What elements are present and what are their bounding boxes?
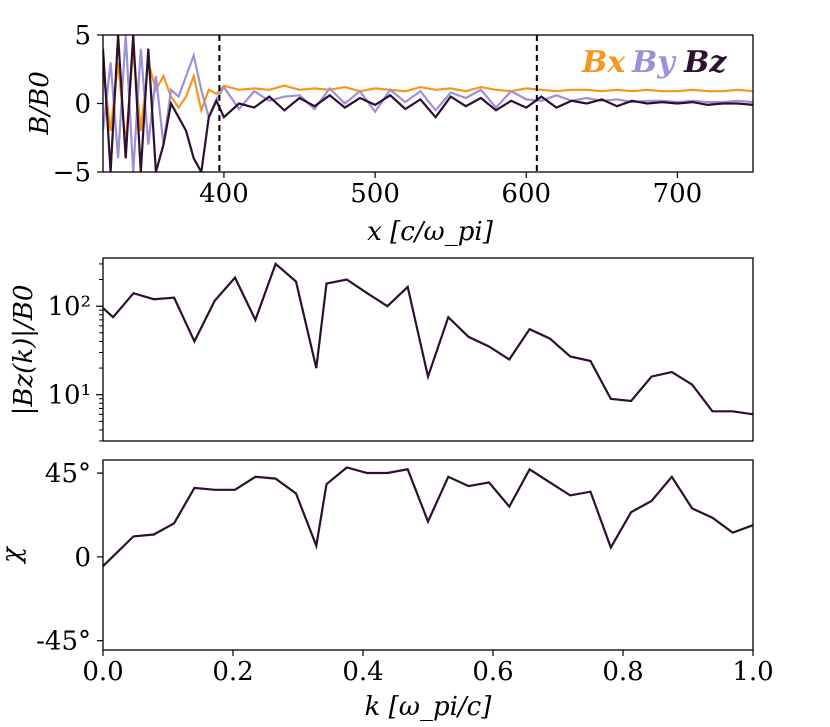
legend-entry-bx: Bx	[581, 45, 626, 80]
panel-3-plot-area	[102, 466, 754, 567]
panel-3-frame	[102, 459, 754, 651]
y-tick-label--45: -45°	[36, 627, 91, 657]
panel-1-x-axis-label: x [c/ω_pi]	[367, 217, 494, 247]
x-tick-label-500: 500	[350, 179, 400, 209]
x-tick-label-1.0: 1.0	[732, 657, 773, 687]
y-tick-label-0: 0	[74, 90, 91, 120]
x-tick-label-0.8: 0.8	[602, 657, 643, 687]
panel-polarization: 0.0 0.2 0.4 0.6 0.8 1.0 45° 0 -45° χ k [ω_pi/c]	[0, 459, 774, 722]
legend-entry-by: By	[631, 45, 677, 80]
panel-3-y-axis-label: χ	[0, 545, 27, 565]
x-tick-label-0.2: 0.2	[212, 657, 253, 687]
y-tick-label-100: 10²	[47, 292, 91, 322]
panel-3-x-axis-label: k [ω_pi/c]	[365, 692, 493, 722]
y-tick-label--5: −5	[53, 158, 91, 188]
panel-1-ticks: 400 500 600 700 5 0 −5	[53, 21, 703, 209]
y-tick-label-45: 45°	[45, 459, 91, 489]
x-tick-label-0.6: 0.6	[472, 657, 513, 687]
panel-1-y-axis-label: B/B0	[25, 71, 55, 136]
x-tick-label-400: 400	[199, 179, 249, 209]
panel-2-plot-area	[102, 262, 754, 416]
panel-3-ticks: 0.0 0.2 0.4 0.6 0.8 1.0 45° 0 -45°	[36, 459, 774, 687]
panel-fourier-amplitude: 10² 10¹ |Bz(k)|/B0	[9, 257, 754, 442]
series-line-bz-spectrum	[102, 262, 754, 416]
x-tick-label-600: 600	[501, 179, 551, 209]
panel-1-plot-area	[103, 35, 753, 172]
y-tick-label-10: 10¹	[47, 381, 91, 411]
panel-2-ticks: 10² 10¹	[47, 263, 103, 442]
y-tick-label-5: 5	[74, 21, 91, 51]
panel-2-frame	[102, 257, 754, 442]
x-tick-label-0.0: 0.0	[82, 657, 123, 687]
x-tick-label-700: 700	[653, 179, 703, 209]
panel-1-legend: Bx By Bz	[581, 45, 727, 80]
y-tick-label-0: 0	[74, 543, 91, 573]
series-line-bx	[103, 48, 753, 145]
panel-b-field: 400 500 600 700 5 0 −5 B/B0 x [c/ω_pi] Bx By B…	[25, 21, 754, 247]
legend-entry-bz: Bz	[683, 45, 727, 80]
series-line-polarization	[102, 466, 754, 567]
panel-2-y-axis-label: |Bz(k)|/B0	[9, 285, 39, 416]
series-line-bz	[103, 35, 753, 172]
x-tick-label-0.4: 0.4	[342, 657, 383, 687]
